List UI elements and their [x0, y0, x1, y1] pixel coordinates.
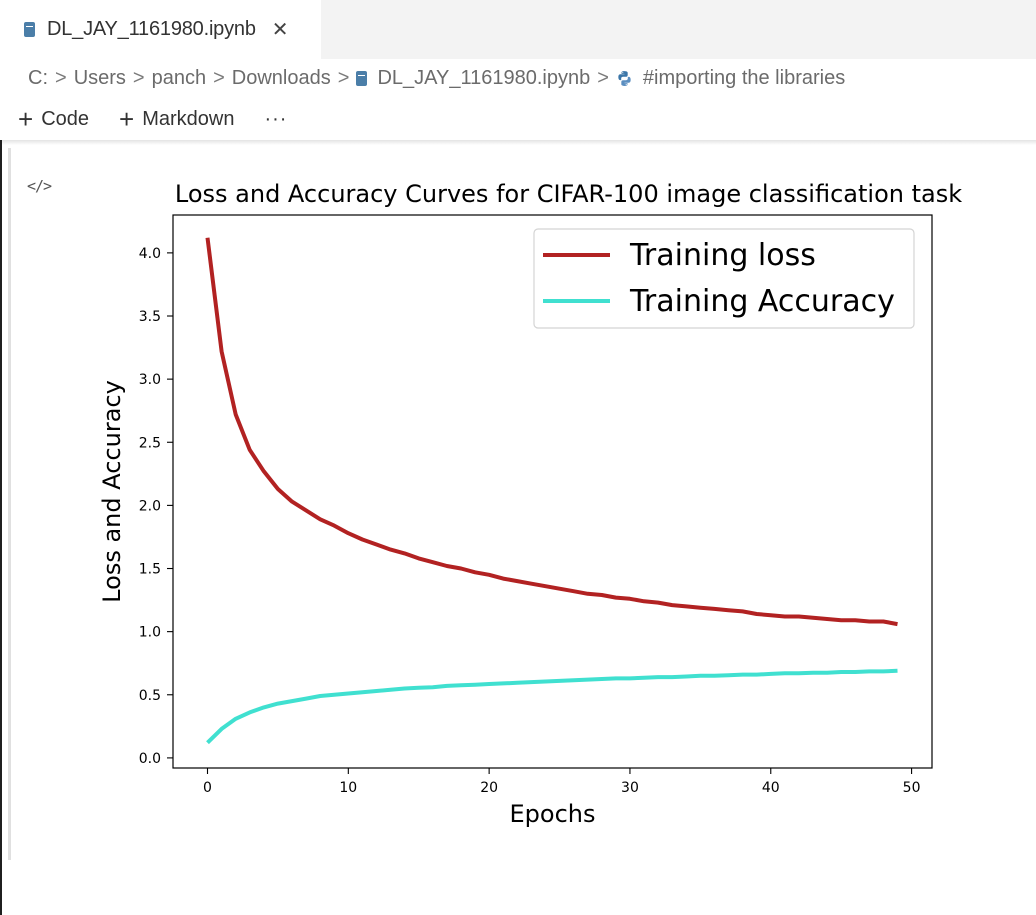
cell-focus-bar[interactable]	[8, 148, 11, 860]
legend-label: Training loss	[629, 238, 816, 273]
y-axis-label: Loss and Accuracy	[98, 380, 126, 603]
breadcrumb: C: > Users > panch > Downloads > DL_JAY_…	[28, 64, 845, 92]
chevron-right-icon: >	[337, 66, 350, 89]
legend-box	[533, 228, 915, 329]
notebook-tab[interactable]: DL_JAY_1161980.ipynb ✕	[0, 0, 321, 59]
window-edge	[0, 140, 2, 915]
code-toggle-icon[interactable]: </>	[27, 177, 52, 195]
legend-label: Training Accuracy	[629, 284, 895, 319]
y-tick-label: 2.0	[139, 498, 161, 514]
tab-bar: DL_JAY_1161980.ipynb ✕	[0, 0, 1036, 59]
chevron-right-icon: >	[597, 66, 609, 89]
add-markdown-label: Markdown	[142, 107, 235, 130]
y-tick-label: 3.0	[139, 372, 161, 388]
x-tick-label: 20	[480, 780, 498, 796]
y-tick-label: 1.0	[139, 625, 161, 641]
add-code-label: Code	[41, 107, 89, 130]
x-tick-label: 0	[203, 780, 212, 796]
plot-frame	[172, 214, 933, 769]
y-tick-label: 3.5	[139, 309, 161, 325]
y-tick-label: 4.0	[139, 246, 161, 262]
x-tick-label: 50	[903, 780, 921, 796]
breadcrumb-item-notebook[interactable]: DL_JAY_1161980.ipynb	[377, 66, 591, 89]
x-tick-label: 10	[339, 780, 357, 796]
chevron-right-icon: >	[55, 66, 67, 89]
series-line-training-accuracy	[206, 668, 898, 745]
breadcrumb-item-cell[interactable]: #importing the libraries	[642, 66, 846, 89]
more-actions-button[interactable]: ···	[264, 107, 288, 130]
chevron-right-icon: >	[213, 66, 225, 89]
add-markdown-cell-button[interactable]: + Markdown	[119, 106, 234, 132]
notebook-icon	[24, 22, 35, 37]
notebook-icon	[356, 70, 368, 86]
chart-title: Loss and Accuracy Curves for CIFAR-100 i…	[175, 180, 962, 208]
python-icon	[618, 70, 631, 86]
breadcrumb-item-downloads[interactable]: Downloads	[231, 66, 331, 89]
close-icon[interactable]: ✕	[271, 18, 289, 41]
y-tick-label: 0.0	[139, 751, 161, 767]
y-tick-label: 2.5	[139, 435, 161, 451]
tab-title: DL_JAY_1161980.ipynb	[47, 18, 256, 40]
notebook-toolbar: + Code + Markdown ···	[18, 104, 287, 134]
breadcrumb-item-drive[interactable]: C:	[28, 66, 48, 89]
series-line-training-loss	[205, 237, 898, 627]
x-tick-label: 30	[621, 780, 639, 796]
chevron-right-icon: >	[132, 66, 145, 89]
x-tick-label: 40	[762, 780, 780, 796]
plus-icon: +	[18, 104, 34, 134]
y-tick-label: 0.5	[139, 688, 161, 704]
x-axis-label: Epochs	[510, 800, 596, 828]
header-shadow	[0, 140, 1036, 145]
add-code-cell-button[interactable]: + Code	[18, 106, 89, 132]
breadcrumb-item-users[interactable]: Users	[73, 66, 126, 89]
y-tick-label: 1.5	[139, 562, 161, 578]
breadcrumb-item-panch[interactable]: panch	[151, 66, 207, 89]
plus-icon: +	[119, 104, 135, 134]
